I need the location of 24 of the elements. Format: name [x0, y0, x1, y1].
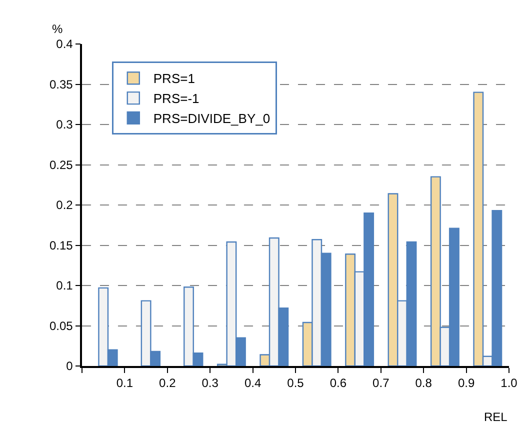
y-tick-label: 0.3 [56, 118, 74, 132]
y-tick-label: 0.1 [56, 278, 74, 293]
legend-label: PRS=-1 [153, 91, 200, 106]
x-tick-label: 0.9 [458, 376, 475, 390]
y-tick-label: 0.25 [49, 158, 74, 172]
y-tick-label: 0.15 [49, 238, 74, 252]
x-tick-label: 0.4 [244, 376, 262, 390]
x-tick-label: 0.6 [330, 376, 347, 390]
y-tick-label: 0.05 [49, 318, 74, 333]
y-tick-label: 0.2 [56, 198, 74, 212]
x-tick-label: 0.1 [116, 376, 134, 390]
x-tick-label: 0.7 [372, 376, 390, 390]
x-tick-label: 0.8 [415, 376, 432, 390]
x-tick-label: 0.2 [159, 376, 176, 390]
x-axis-title: REL [484, 410, 508, 424]
legend-label: PRS=1 [153, 71, 195, 86]
x-tick-label: 0.3 [202, 376, 219, 390]
y-tick-label: 0 [66, 359, 74, 374]
y-tick-label: 0.4 [56, 37, 74, 52]
y-tick-label: 0.35 [49, 77, 74, 92]
legend-label: PRS=DIVIDE_BY_0 [153, 111, 270, 126]
x-tick-label: 1.0 [500, 376, 518, 390]
y-axis-title: % [52, 22, 63, 36]
x-tick-label: 0.5 [287, 376, 304, 390]
